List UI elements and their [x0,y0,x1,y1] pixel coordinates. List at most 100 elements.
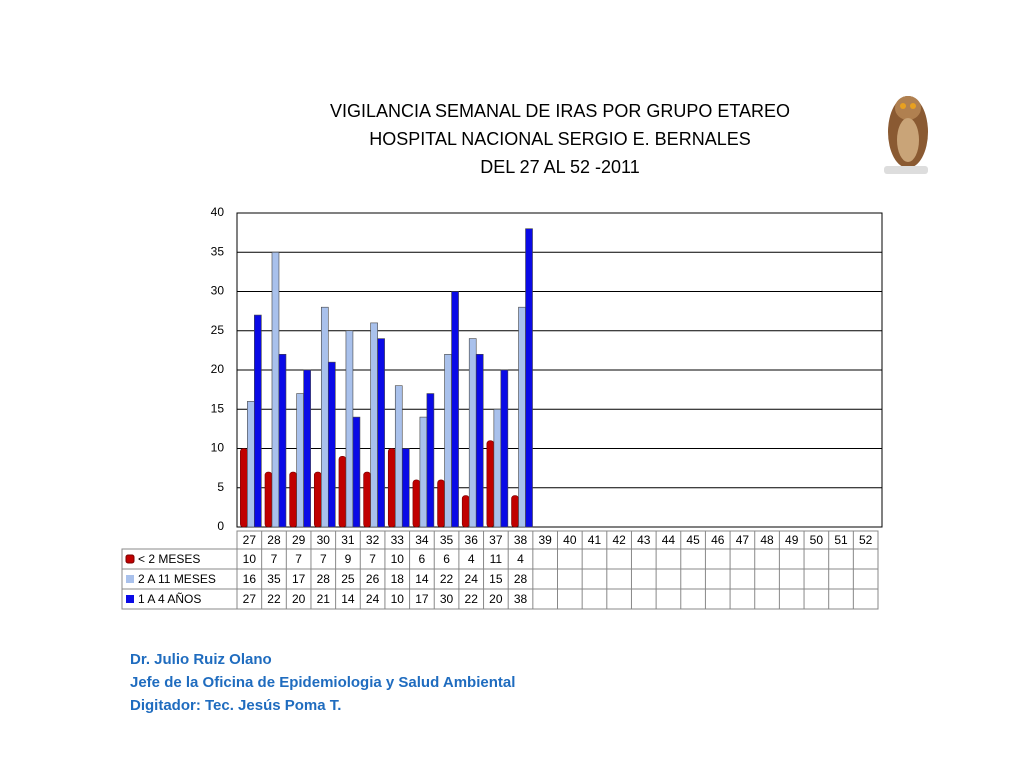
table-value: 7 [271,552,278,566]
x-tick-label: 30 [317,533,331,547]
x-tick-label: 50 [810,533,824,547]
x-tick-label: 43 [637,533,651,547]
bar [370,322,378,528]
bar [264,471,273,528]
bar [461,495,470,528]
bar [525,228,533,528]
bar [363,471,371,528]
table-value: 15 [489,572,503,586]
table-value: 9 [345,552,352,566]
footer-text: Dr. Julio Ruiz Olano [130,651,272,668]
bar [303,369,311,528]
footer-text: Jefe de la Oficina de Epidemiologia y Sa… [130,674,515,691]
table-value: 24 [366,592,380,606]
x-tick-label: 38 [514,533,528,547]
table-value: 16 [243,572,257,586]
table-value: 28 [317,572,331,586]
x-tick-label: 48 [760,533,774,547]
bar [468,338,477,528]
owl [884,96,928,174]
y-tick-label: 25 [211,323,225,337]
bar [271,251,280,528]
x-tick-label: 32 [366,533,380,547]
bar [451,291,459,528]
table-value: 17 [292,572,306,586]
bar [247,401,255,528]
table-value: 22 [465,592,479,606]
table-value: 7 [295,552,302,566]
x-tick-label: 31 [341,533,355,547]
bar [475,353,484,528]
x-tick-label: 42 [612,533,626,547]
chart-title: DEL 27 AL 52 -2011 [480,157,639,177]
bar [419,416,428,528]
chart-title: VIGILANCIA SEMANAL DE IRAS POR GRUPO ETA… [330,101,790,121]
x-tick-label: 33 [391,533,405,547]
table-value: 17 [415,592,429,606]
y-tick-label: 20 [211,362,225,376]
table-value: 18 [391,572,405,586]
bar [254,314,262,528]
table-value: 14 [341,592,355,606]
bar [493,408,502,528]
y-tick-label: 35 [211,244,225,258]
bar [412,479,421,528]
bar [401,448,410,528]
footer-text: Digitador: Tec. Jesús Poma T. [130,697,341,714]
legend-key [125,554,135,564]
y-tick-label: 30 [211,284,225,298]
chart-title: HOSPITAL NACIONAL SERGIO E. BERNALES [369,129,750,149]
x-tick-label: 45 [686,533,700,547]
table-value: 6 [419,552,426,566]
legend-key [126,575,134,583]
table-value: 30 [440,592,454,606]
table-value: 35 [267,572,281,586]
bar [278,353,287,528]
legend-label: 1 A 4 AÑOS [138,592,201,606]
x-tick-label: 27 [243,533,257,547]
legend-label: < 2 MESES [138,552,200,566]
x-tick-label: 49 [785,533,799,547]
bar [352,416,361,528]
bar [518,306,526,528]
bar [296,393,304,528]
table-value: 10 [243,552,257,566]
x-tick-label: 44 [662,533,676,547]
bar [345,330,354,528]
x-tick-label: 41 [588,533,602,547]
y-tick-label: 15 [211,401,225,415]
x-tick-label: 39 [538,533,552,547]
table-value: 20 [489,592,503,606]
y-tick-label: 10 [211,441,225,455]
bar [338,456,347,528]
x-tick-label: 51 [834,533,848,547]
y-tick-label: 40 [211,205,225,219]
table-value: 4 [517,552,524,566]
x-tick-label: 34 [415,533,429,547]
table-value: 4 [468,552,475,566]
table-value: 14 [415,572,429,586]
table-value: 7 [320,552,327,566]
bar [387,448,396,528]
table-value: 24 [465,572,479,586]
table-value: 22 [267,592,281,606]
x-tick-label: 36 [465,533,479,547]
table-value: 22 [440,572,454,586]
table-value: 10 [391,552,405,566]
table-value: 21 [317,592,331,606]
table-value: 28 [514,572,528,586]
bar [240,448,248,528]
bar [426,393,435,528]
legend-key [126,595,134,603]
x-tick-label: 40 [563,533,577,547]
table-value: 10 [391,592,405,606]
bar [437,479,445,528]
table-value: 27 [243,592,257,606]
bar [289,471,297,528]
table-value: 26 [366,572,380,586]
table-value: 7 [369,552,376,566]
legend-label: 2 A 11 MESES [138,572,216,586]
bar [444,353,452,528]
x-tick-label: 28 [267,533,281,547]
